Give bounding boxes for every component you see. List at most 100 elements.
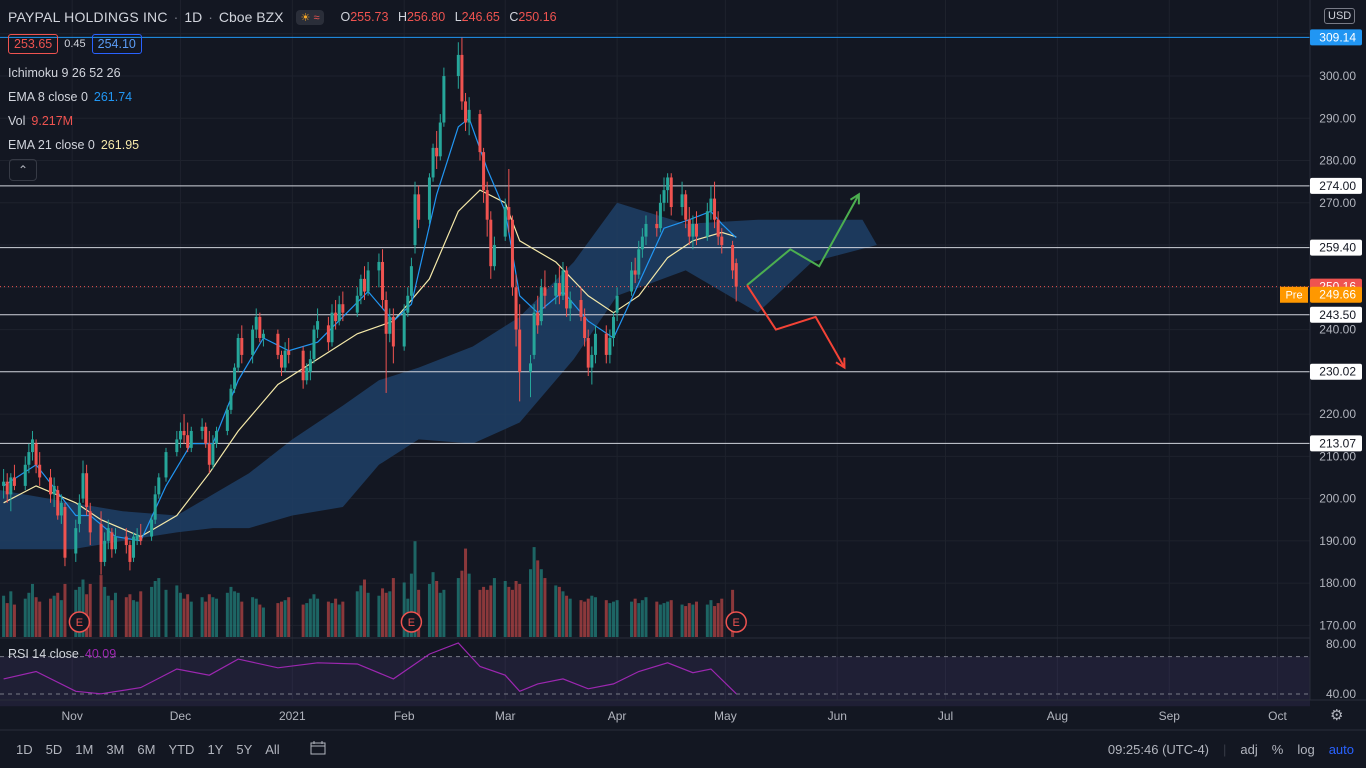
market-status-chip[interactable]: ☀ ≈: [295, 9, 325, 25]
price-tick-label: 170.00: [1319, 618, 1356, 632]
legend-ichimoku[interactable]: Ichimoku 9 26 52 26: [8, 66, 121, 80]
percent-toggle[interactable]: %: [1271, 741, 1284, 757]
candle-body: [435, 147, 439, 157]
legend-volume[interactable]: Vol 9.217M: [8, 114, 73, 128]
earnings-marker[interactable]: E: [400, 611, 423, 633]
candle: [579, 287, 583, 322]
candle: [633, 257, 637, 284]
volume-bar: [655, 601, 659, 637]
candle: [604, 325, 608, 364]
earnings-circle: [400, 611, 423, 633]
candle-body: [251, 329, 255, 355]
candle: [406, 287, 410, 317]
candle: [658, 194, 662, 233]
candle: [254, 308, 258, 339]
candle: [460, 37, 464, 110]
level-tag-bg: [1310, 363, 1362, 380]
volume-bar: [716, 603, 720, 637]
earnings-marker[interactable]: E: [725, 611, 747, 633]
candle-body: [417, 194, 421, 220]
gear-icon[interactable]: ⚙: [1330, 707, 1344, 724]
candle: [305, 363, 309, 385]
price-tick-label: 190.00: [1319, 534, 1356, 548]
timeframe-1m[interactable]: 1M: [75, 741, 94, 757]
adj-toggle[interactable]: adj: [1240, 741, 1258, 757]
open-label: O: [340, 10, 351, 24]
timeframe-1d[interactable]: 1D: [16, 741, 33, 757]
volume-bar: [128, 594, 132, 637]
volume-bar: [478, 589, 482, 637]
auto-toggle[interactable]: auto: [1328, 741, 1354, 757]
legend-ema21[interactable]: EMA 21 close 0 261.95: [8, 138, 139, 152]
volume-bar: [705, 604, 709, 637]
candle: [200, 418, 204, 440]
legend-ema8[interactable]: EMA 8 close 0 261.74: [8, 90, 132, 104]
candle: [492, 236, 496, 271]
candle: [644, 215, 648, 246]
candle: [435, 130, 439, 170]
candle-body: [81, 473, 85, 499]
currency-button[interactable]: USD: [1324, 8, 1356, 24]
volume-bar: [211, 597, 215, 637]
timeframe-6m[interactable]: 6M: [137, 741, 156, 757]
interval-label[interactable]: 1D: [184, 9, 203, 25]
candle: [503, 198, 507, 241]
candle: [135, 528, 139, 546]
volume-bar: [669, 600, 673, 637]
timeframe-5d[interactable]: 5D: [45, 741, 63, 757]
candle-body: [326, 325, 330, 343]
candle: [186, 422, 190, 453]
candle-body: [74, 528, 78, 554]
volume-bar: [337, 604, 341, 637]
candle: [175, 430, 179, 457]
open-value: 255.73: [350, 10, 389, 24]
candle-body: [38, 464, 42, 478]
volume-bar: [251, 597, 255, 637]
candle-body: [182, 430, 186, 436]
candle-body: [384, 299, 388, 334]
level-price-tag: 230.02: [1310, 363, 1362, 380]
buy-button[interactable]: 254.10: [91, 34, 142, 54]
sell-button[interactable]: 253.65: [8, 34, 59, 54]
volume-bar: [103, 586, 107, 637]
volume-bar: [189, 601, 193, 637]
timeframe-1y[interactable]: 1Y: [207, 741, 224, 757]
volume-bar: [381, 588, 385, 637]
candle-body: [30, 439, 34, 453]
candle: [77, 494, 81, 533]
symbol-name[interactable]: PAYPAL HOLDINGS INC: [8, 9, 168, 25]
candle-body: [135, 534, 139, 541]
legend-rsi[interactable]: RSI 14 close 40.09: [8, 647, 116, 661]
candle-body: [413, 194, 417, 246]
earnings-marker[interactable]: E: [68, 611, 91, 633]
candle-body: [716, 219, 720, 237]
timeframe-3m[interactable]: 3M: [106, 741, 125, 757]
volume-bar: [713, 606, 717, 637]
level-price-tag: 213.07: [1310, 435, 1362, 452]
calendar-range-icon[interactable]: [310, 740, 326, 758]
time-tick-label: Feb: [394, 709, 415, 723]
candle-body: [438, 122, 442, 157]
candle-body: [734, 263, 738, 287]
volume-bar: [464, 548, 468, 637]
clock[interactable]: 09:25:46 (UTC-4): [1107, 741, 1210, 757]
candle: [74, 519, 78, 562]
volume-bar: [666, 601, 670, 637]
chevron-up-icon[interactable]: ⌃: [9, 159, 37, 181]
candle: [132, 532, 136, 562]
candle: [691, 215, 695, 250]
high-label: H: [397, 10, 407, 24]
candle-body: [467, 109, 471, 123]
timeframe-5y[interactable]: 5Y: [236, 741, 253, 757]
candle: [261, 329, 265, 347]
volume-bar: [49, 598, 53, 637]
bullish-projection: [746, 193, 860, 286]
earnings-label: E: [76, 617, 83, 629]
timeframe-ytd[interactable]: YTD: [168, 741, 195, 757]
candle: [716, 211, 720, 246]
timeframe-all[interactable]: All: [265, 741, 280, 757]
candle-body: [637, 249, 641, 275]
log-toggle[interactable]: log: [1297, 741, 1315, 757]
volume-bar: [417, 589, 421, 637]
